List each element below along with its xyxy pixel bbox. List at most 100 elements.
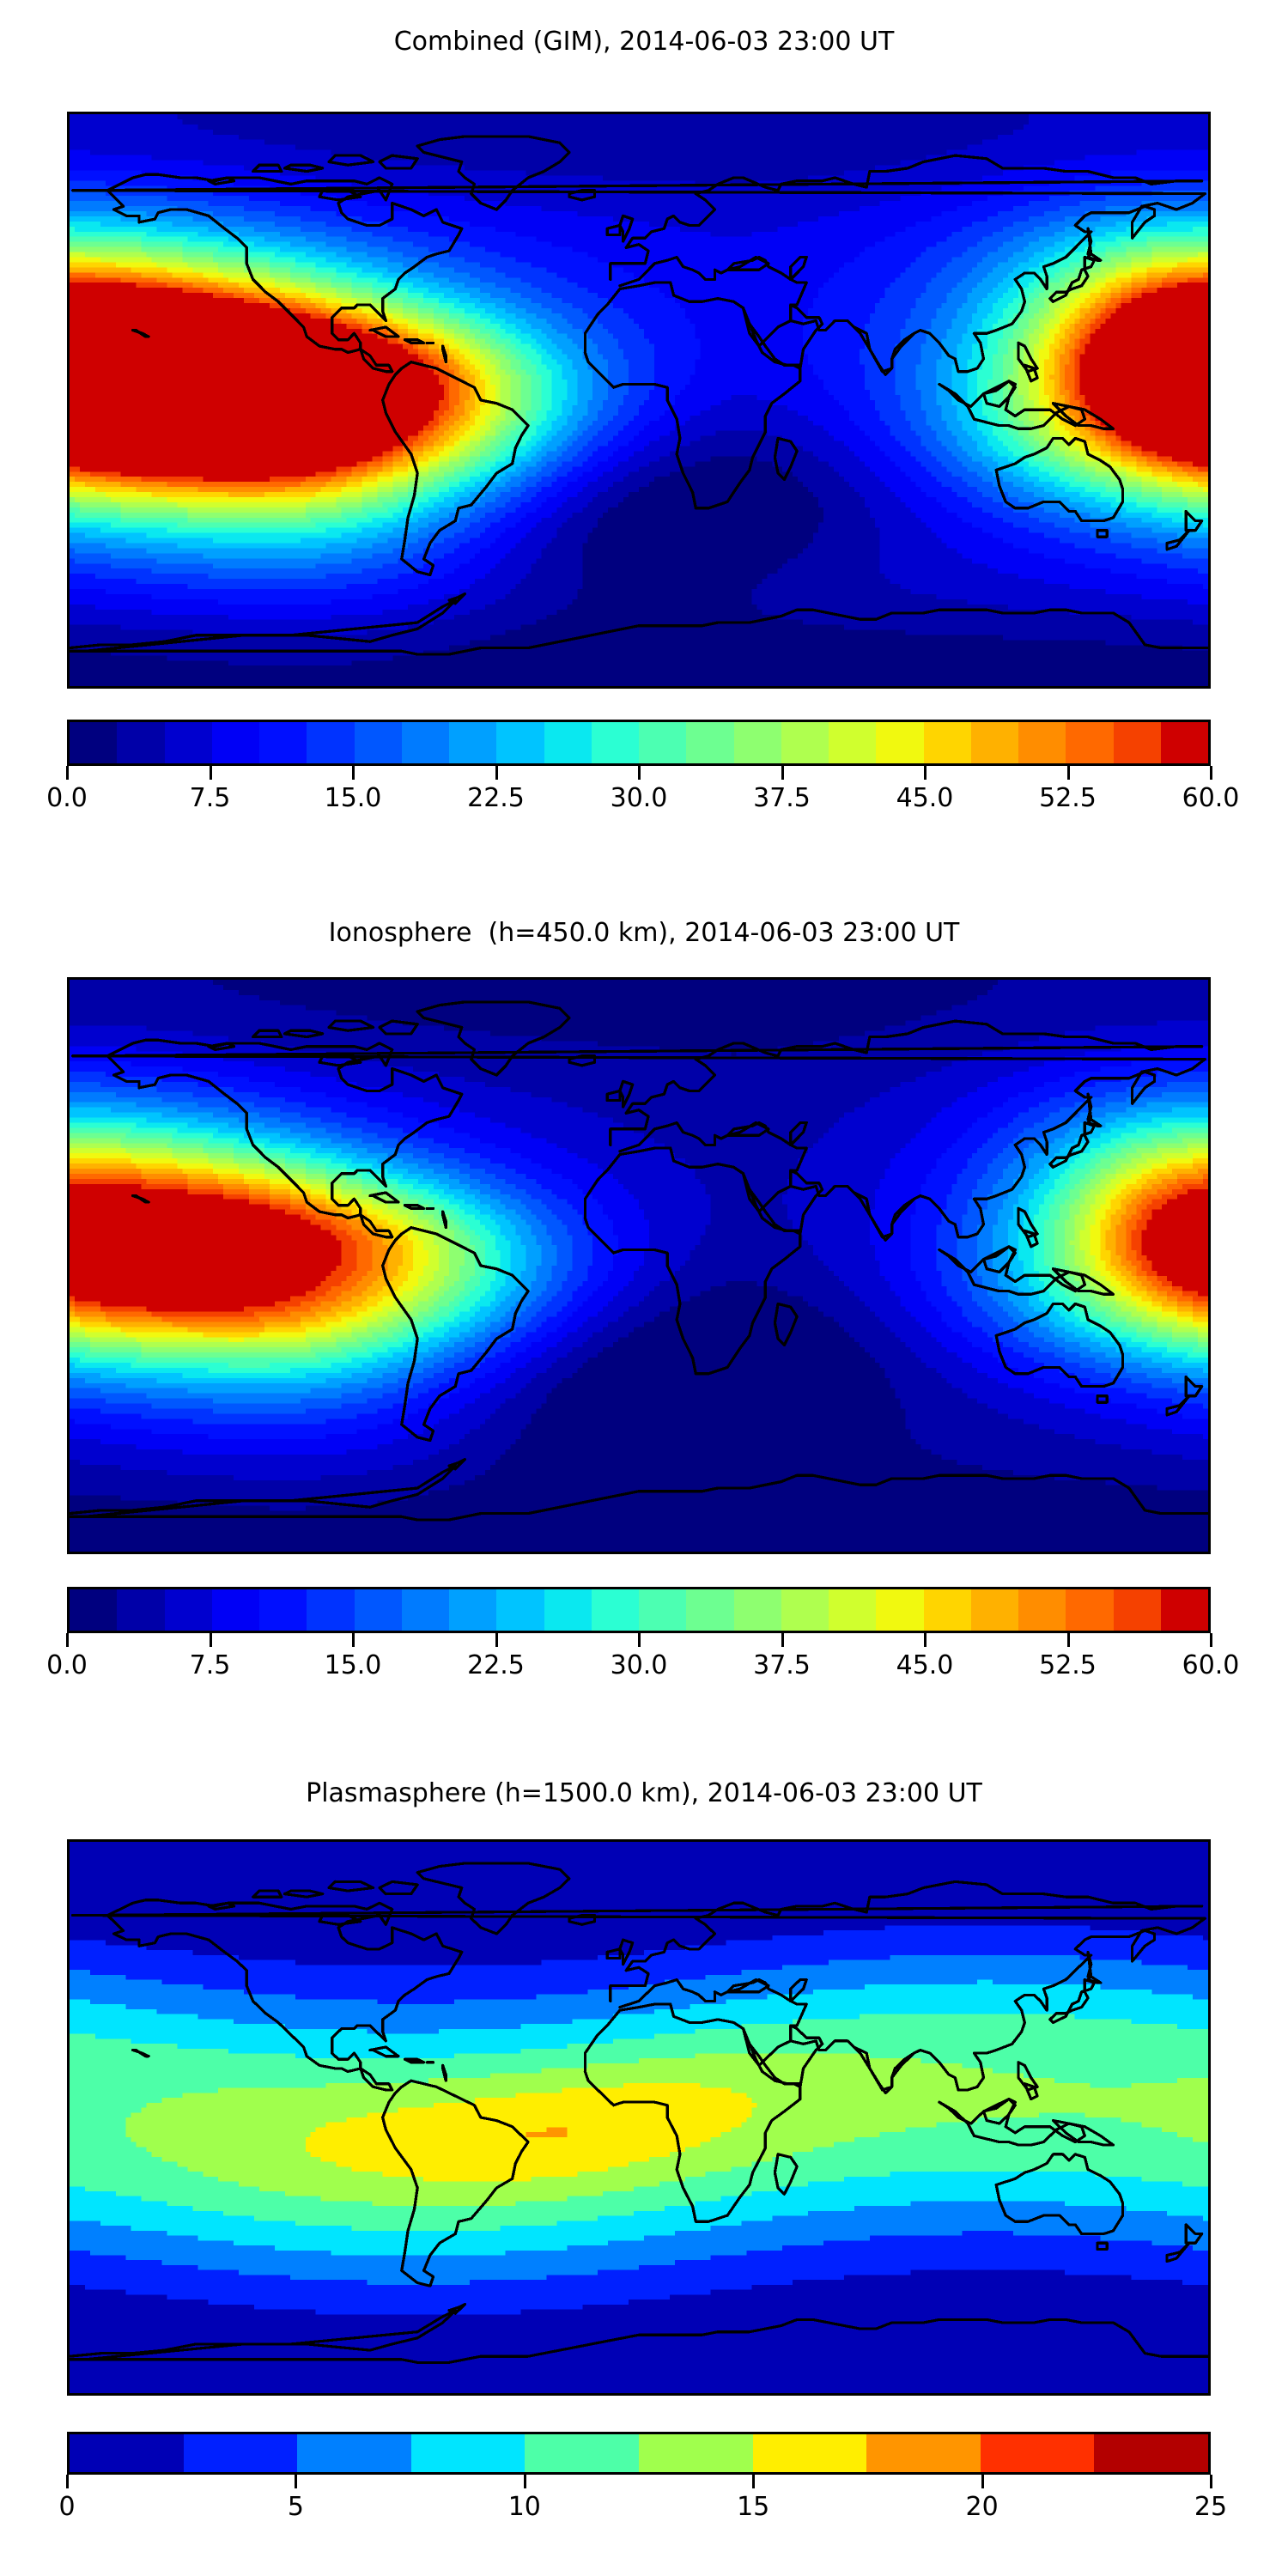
colorbar-tick-label: 30.0: [610, 1650, 668, 1680]
colorbar-tick-label: 45.0: [896, 783, 954, 813]
tec-contour-field: [70, 980, 1208, 1552]
colorbar-tick: [752, 2475, 756, 2488]
colorbar-segment: [923, 1589, 971, 1631]
colorbar-segment: [401, 1589, 449, 1631]
colorbar-segment: [70, 2434, 184, 2472]
colorbar-segment: [733, 722, 781, 763]
colorbar-segment: [1160, 1589, 1208, 1631]
colorbar-segment: [1066, 722, 1114, 763]
colorbar-segment: [354, 1589, 402, 1631]
colorbar-segment: [525, 2434, 639, 2472]
colorbar-tick-label: 15.0: [324, 783, 382, 813]
colorbar-tick: [209, 766, 212, 780]
colorbar-segment: [211, 722, 259, 763]
map-ionosphere: [67, 977, 1211, 1554]
colorbar-tick-label: 0.0: [46, 783, 88, 813]
colorbar-tick-label: 37.5: [753, 783, 811, 813]
colorbar-segment: [686, 722, 734, 763]
colorbar-segment: [70, 1589, 118, 1631]
colorbar-segment: [1113, 722, 1161, 763]
colorbar-tick-label: 22.5: [467, 1650, 525, 1680]
colorbar-segment: [781, 722, 829, 763]
colorbar-segment: [639, 722, 687, 763]
colorbar-tick: [295, 2475, 298, 2488]
colorbar-segment: [1018, 1589, 1066, 1631]
colorbar-segment: [752, 2434, 867, 2472]
tec-contour-field: [70, 114, 1208, 686]
colorbar-segment: [117, 1589, 165, 1631]
colorbar-ticks-combined: [66, 766, 1212, 780]
panel-title-combined: Combined (GIM), 2014-06-03 23:00 UT: [393, 27, 895, 57]
coastlines: [70, 1862, 1208, 2364]
colorbar-tick-label: 30.0: [610, 783, 668, 813]
colorbar-tick: [495, 1633, 498, 1647]
colorbar-segment: [591, 1589, 639, 1631]
colorbar-segment: [781, 1589, 829, 1631]
colorbar-segment: [1018, 722, 1066, 763]
colorbar-tick: [1210, 2475, 1212, 2488]
colorbar-segment: [410, 2434, 526, 2472]
tec-contour-field: [70, 1842, 1208, 2393]
colorbar-tick-label: 20: [965, 2492, 999, 2522]
colorbar-segment: [449, 722, 497, 763]
colorbar-tick-label: 22.5: [467, 783, 525, 813]
colorbar-tick: [781, 766, 784, 780]
colorbar-tick-label: 52.5: [1039, 1650, 1097, 1680]
colorbar-segment: [117, 722, 165, 763]
colorbar-segment: [211, 1589, 259, 1631]
colorbar-tick: [352, 1633, 355, 1647]
map-canvas-plasmasphere: [70, 1842, 1208, 2393]
colorbar-tick: [352, 766, 355, 780]
colorbar-tick-label: 15.0: [324, 1650, 382, 1680]
colorbar-labels-ionosphere: 0.0 7.5 15.0 22.5 30.0 37.5 45.0 52.5 60.0: [0, 1650, 1288, 1685]
colorbar-segment: [401, 722, 449, 763]
colorbar-segment: [1160, 722, 1208, 763]
colorbar-tick: [1210, 1633, 1212, 1647]
colorbar-tick: [781, 1633, 784, 1647]
colorbar-segment: [183, 2434, 298, 2472]
panel-plasmasphere: Plasmasphere (h=1500.0 km), 2014-06-03 2…: [0, 1735, 1288, 2576]
colorbar-tick-label: 0: [58, 2492, 76, 2522]
panel-combined: Combined (GIM), 2014-06-03 23:00 UT 0.0 7…: [0, 0, 1288, 859]
colorbar-ticks-ionosphere: [66, 1633, 1212, 1647]
colorbar-segment: [544, 1589, 592, 1631]
colorbar-ticks-plasmasphere: [66, 2475, 1212, 2488]
colorbar-tick: [66, 1633, 69, 1647]
colorbar-segment: [1094, 2434, 1208, 2472]
colorbar-segment: [307, 1589, 355, 1631]
colorbar-tick: [209, 1633, 212, 1647]
colorbar-tick-label: 45.0: [896, 1650, 954, 1680]
colorbar-segment: [496, 722, 544, 763]
colorbar-tick-label: 7.5: [189, 1650, 231, 1680]
colorbar-segment: [496, 1589, 544, 1631]
panel-ionosphere: Ionosphere (h=450.0 km), 2014-06-03 23:0…: [0, 867, 1288, 1726]
colorbar-tick-label: 25: [1194, 2492, 1228, 2522]
colorbar-plasmasphere: [67, 2432, 1211, 2475]
colorbar-tick: [638, 766, 641, 780]
colorbar-segment: [1066, 1589, 1114, 1631]
map-canvas-ionosphere: [70, 980, 1208, 1552]
colorbar-tick-label: 5: [287, 2492, 304, 2522]
colorbar-tick: [66, 2475, 69, 2488]
panel-title-plasmasphere: Plasmasphere (h=1500.0 km), 2014-06-03 2…: [306, 1778, 982, 1808]
colorbar-segment: [980, 2434, 1095, 2472]
colorbar-tick-label: 60.0: [1182, 1650, 1240, 1680]
colorbar-segment: [354, 722, 402, 763]
colorbar-combined: [67, 720, 1211, 766]
colorbar-segment: [970, 1589, 1018, 1631]
colorbar-segment: [591, 722, 639, 763]
colorbar-segment: [876, 1589, 924, 1631]
colorbar-tick: [1210, 766, 1212, 780]
colorbar-tick: [638, 1633, 641, 1647]
colorbar-tick-label: 10: [507, 2492, 541, 2522]
colorbar-tick-label: 37.5: [753, 1650, 811, 1680]
colorbar-tick: [1066, 766, 1070, 780]
colorbar-segment: [449, 1589, 497, 1631]
colorbar-tick-label: 60.0: [1182, 783, 1240, 813]
colorbar-segment: [164, 722, 212, 763]
colorbar-tick: [924, 1633, 927, 1647]
colorbar-tick: [66, 766, 69, 780]
colorbar-segment: [544, 722, 592, 763]
colorbar-segment: [70, 722, 118, 763]
